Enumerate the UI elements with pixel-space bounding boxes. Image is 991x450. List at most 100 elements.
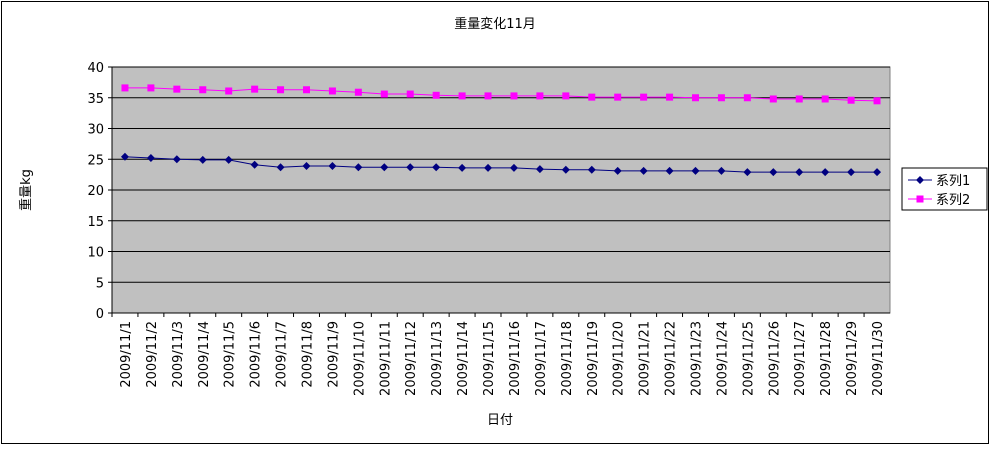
data-point bbox=[587, 165, 596, 174]
y-tick-label: 5 bbox=[96, 276, 104, 291]
x-tick-label: 2009/11/12 bbox=[404, 321, 419, 396]
data-point bbox=[302, 162, 311, 171]
data-point bbox=[743, 168, 752, 177]
x-tick-label: 2009/11/22 bbox=[664, 321, 679, 396]
data-point bbox=[146, 154, 155, 163]
data-point bbox=[769, 95, 777, 103]
legend-label: 系列2 bbox=[936, 193, 970, 208]
x-tick-label: 2009/11/18 bbox=[560, 321, 575, 396]
data-point bbox=[509, 163, 518, 172]
data-point bbox=[406, 163, 415, 172]
y-tick-label: 40 bbox=[87, 61, 104, 76]
x-tick-label: 2009/11/24 bbox=[715, 321, 730, 396]
y-tick-label: 20 bbox=[87, 184, 104, 199]
x-tick-label: 2009/11/13 bbox=[430, 321, 445, 396]
y-tick-label: 30 bbox=[87, 123, 104, 138]
series-line bbox=[124, 87, 878, 102]
data-point bbox=[277, 86, 285, 94]
data-point bbox=[795, 168, 804, 177]
data-point bbox=[717, 166, 726, 175]
data-point bbox=[613, 166, 622, 175]
x-tick-label: 2009/11/30 bbox=[871, 321, 886, 396]
data-point bbox=[251, 85, 259, 93]
data-point bbox=[432, 163, 441, 172]
data-point bbox=[484, 163, 493, 172]
legend-label: 系列1 bbox=[936, 174, 970, 189]
x-tick-label: 2009/11/25 bbox=[741, 321, 756, 396]
y-tick-label: 10 bbox=[87, 246, 104, 261]
data-point bbox=[250, 160, 259, 169]
data-point bbox=[847, 96, 855, 104]
data-point bbox=[665, 166, 674, 175]
y-tick-label: 25 bbox=[87, 153, 104, 168]
data-point bbox=[666, 93, 674, 101]
data-point bbox=[510, 92, 518, 100]
y-tick-label: 35 bbox=[87, 92, 104, 107]
data-point bbox=[536, 92, 544, 100]
x-tick-label: 2009/11/17 bbox=[534, 321, 549, 396]
data-point bbox=[561, 165, 570, 174]
legend-box bbox=[901, 167, 988, 211]
data-point bbox=[873, 97, 881, 105]
data-point bbox=[873, 168, 882, 177]
x-tick-label: 2009/11/6 bbox=[249, 321, 264, 388]
data-point bbox=[147, 84, 155, 92]
data-point bbox=[328, 87, 336, 95]
x-tick-label: 2009/11/23 bbox=[690, 321, 705, 396]
data-point bbox=[795, 95, 803, 103]
data-point bbox=[198, 155, 207, 164]
x-tick-label: 2009/11/19 bbox=[586, 321, 601, 396]
data-point bbox=[354, 163, 363, 172]
data-point bbox=[406, 90, 414, 98]
series-line bbox=[124, 156, 878, 173]
data-point bbox=[380, 90, 388, 98]
data-point bbox=[692, 94, 699, 102]
x-tick-label: 2009/11/2 bbox=[145, 321, 160, 388]
x-tick-label: 2009/11/8 bbox=[301, 321, 316, 388]
data-point bbox=[173, 85, 181, 93]
data-point bbox=[303, 86, 310, 94]
x-tick-label: 2009/11/27 bbox=[793, 321, 808, 396]
data-point bbox=[432, 91, 440, 99]
x-tick-label: 2009/11/21 bbox=[638, 321, 653, 396]
x-tick-label: 2009/11/7 bbox=[275, 321, 290, 388]
y-axis-label: 重量kg bbox=[18, 169, 34, 211]
data-point bbox=[640, 93, 648, 101]
x-tick-label: 2009/11/15 bbox=[482, 321, 497, 396]
x-tick-label: 2009/11/10 bbox=[352, 321, 367, 396]
data-point bbox=[691, 166, 700, 175]
data-point bbox=[769, 168, 778, 177]
x-tick-label: 2009/11/20 bbox=[612, 321, 627, 396]
data-point bbox=[562, 92, 570, 100]
x-tick-label: 2009/11/4 bbox=[197, 321, 212, 388]
x-tick-label: 2009/11/3 bbox=[171, 321, 186, 388]
data-point bbox=[199, 86, 207, 94]
x-tick-label: 2009/11/5 bbox=[223, 321, 238, 388]
data-point bbox=[588, 93, 596, 101]
x-tick-label: 2009/11/11 bbox=[378, 321, 393, 396]
x-tick-label: 2009/11/28 bbox=[819, 321, 834, 396]
x-tick-label: 2009/11/26 bbox=[767, 321, 782, 396]
data-point bbox=[743, 94, 751, 102]
data-point bbox=[821, 95, 829, 103]
data-point bbox=[458, 163, 467, 172]
data-point bbox=[121, 84, 129, 92]
x-tick-label: 2009/11/29 bbox=[845, 321, 860, 396]
data-point bbox=[614, 93, 622, 101]
data-point bbox=[328, 162, 337, 171]
y-tick-label: 15 bbox=[87, 215, 104, 230]
legend-marker bbox=[916, 195, 924, 203]
chart-title: 重量変化11月 bbox=[454, 16, 536, 32]
data-point bbox=[172, 155, 181, 164]
data-point bbox=[484, 92, 492, 100]
data-point bbox=[821, 168, 830, 177]
data-point bbox=[354, 88, 362, 96]
legend-marker bbox=[916, 176, 924, 184]
data-point bbox=[380, 163, 389, 172]
data-point bbox=[458, 92, 466, 100]
y-tick-label: 0 bbox=[96, 307, 104, 322]
x-tick-label: 2009/11/1 bbox=[119, 321, 134, 388]
data-point bbox=[276, 163, 285, 172]
data-point bbox=[224, 155, 233, 164]
